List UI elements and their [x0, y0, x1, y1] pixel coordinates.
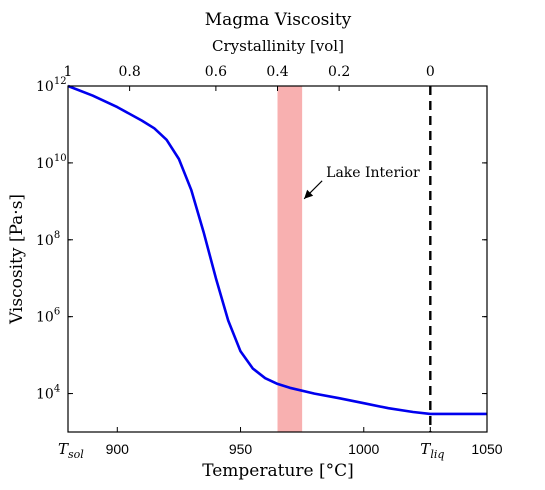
bottom-tick-label: 900 [106, 441, 130, 457]
y-tick-label: 1010 [36, 153, 67, 172]
top-tick-label: 0 [426, 64, 435, 80]
y-tick-label: 104 [36, 384, 60, 403]
lake-interior-band [277, 86, 303, 432]
top-tick-label: 1 [64, 64, 73, 80]
bottom-tick-label: 1050 [471, 441, 502, 457]
top-tick-label: 0.4 [266, 64, 288, 80]
annotation-label: Lake Interior [326, 165, 420, 181]
x-axis-label: Temperature [°C] [202, 461, 354, 481]
bottom-tick-label: 1000 [348, 441, 379, 457]
y-tick-label: 108 [36, 230, 60, 249]
top-tick-label: 0.2 [328, 64, 350, 80]
top-tick-label: 0.8 [118, 64, 140, 80]
y-tick-label: 1012 [36, 76, 67, 95]
bottom-tick-label: 950 [229, 441, 253, 457]
y-tick-label: 106 [36, 307, 60, 326]
bottom-tick-label: Tsol [58, 440, 84, 461]
top-axis-label: Crystallinity [vol] [212, 37, 344, 55]
chart-title: Magma Viscosity [205, 10, 352, 30]
annotation-arrowhead [304, 189, 314, 199]
bottom-tick-label: Tliq [420, 440, 444, 461]
series-line-0 [67, 84, 487, 416]
top-tick-label: 0.6 [205, 64, 227, 80]
y-axis-label: Viscosity [Pa·s] [7, 194, 27, 325]
